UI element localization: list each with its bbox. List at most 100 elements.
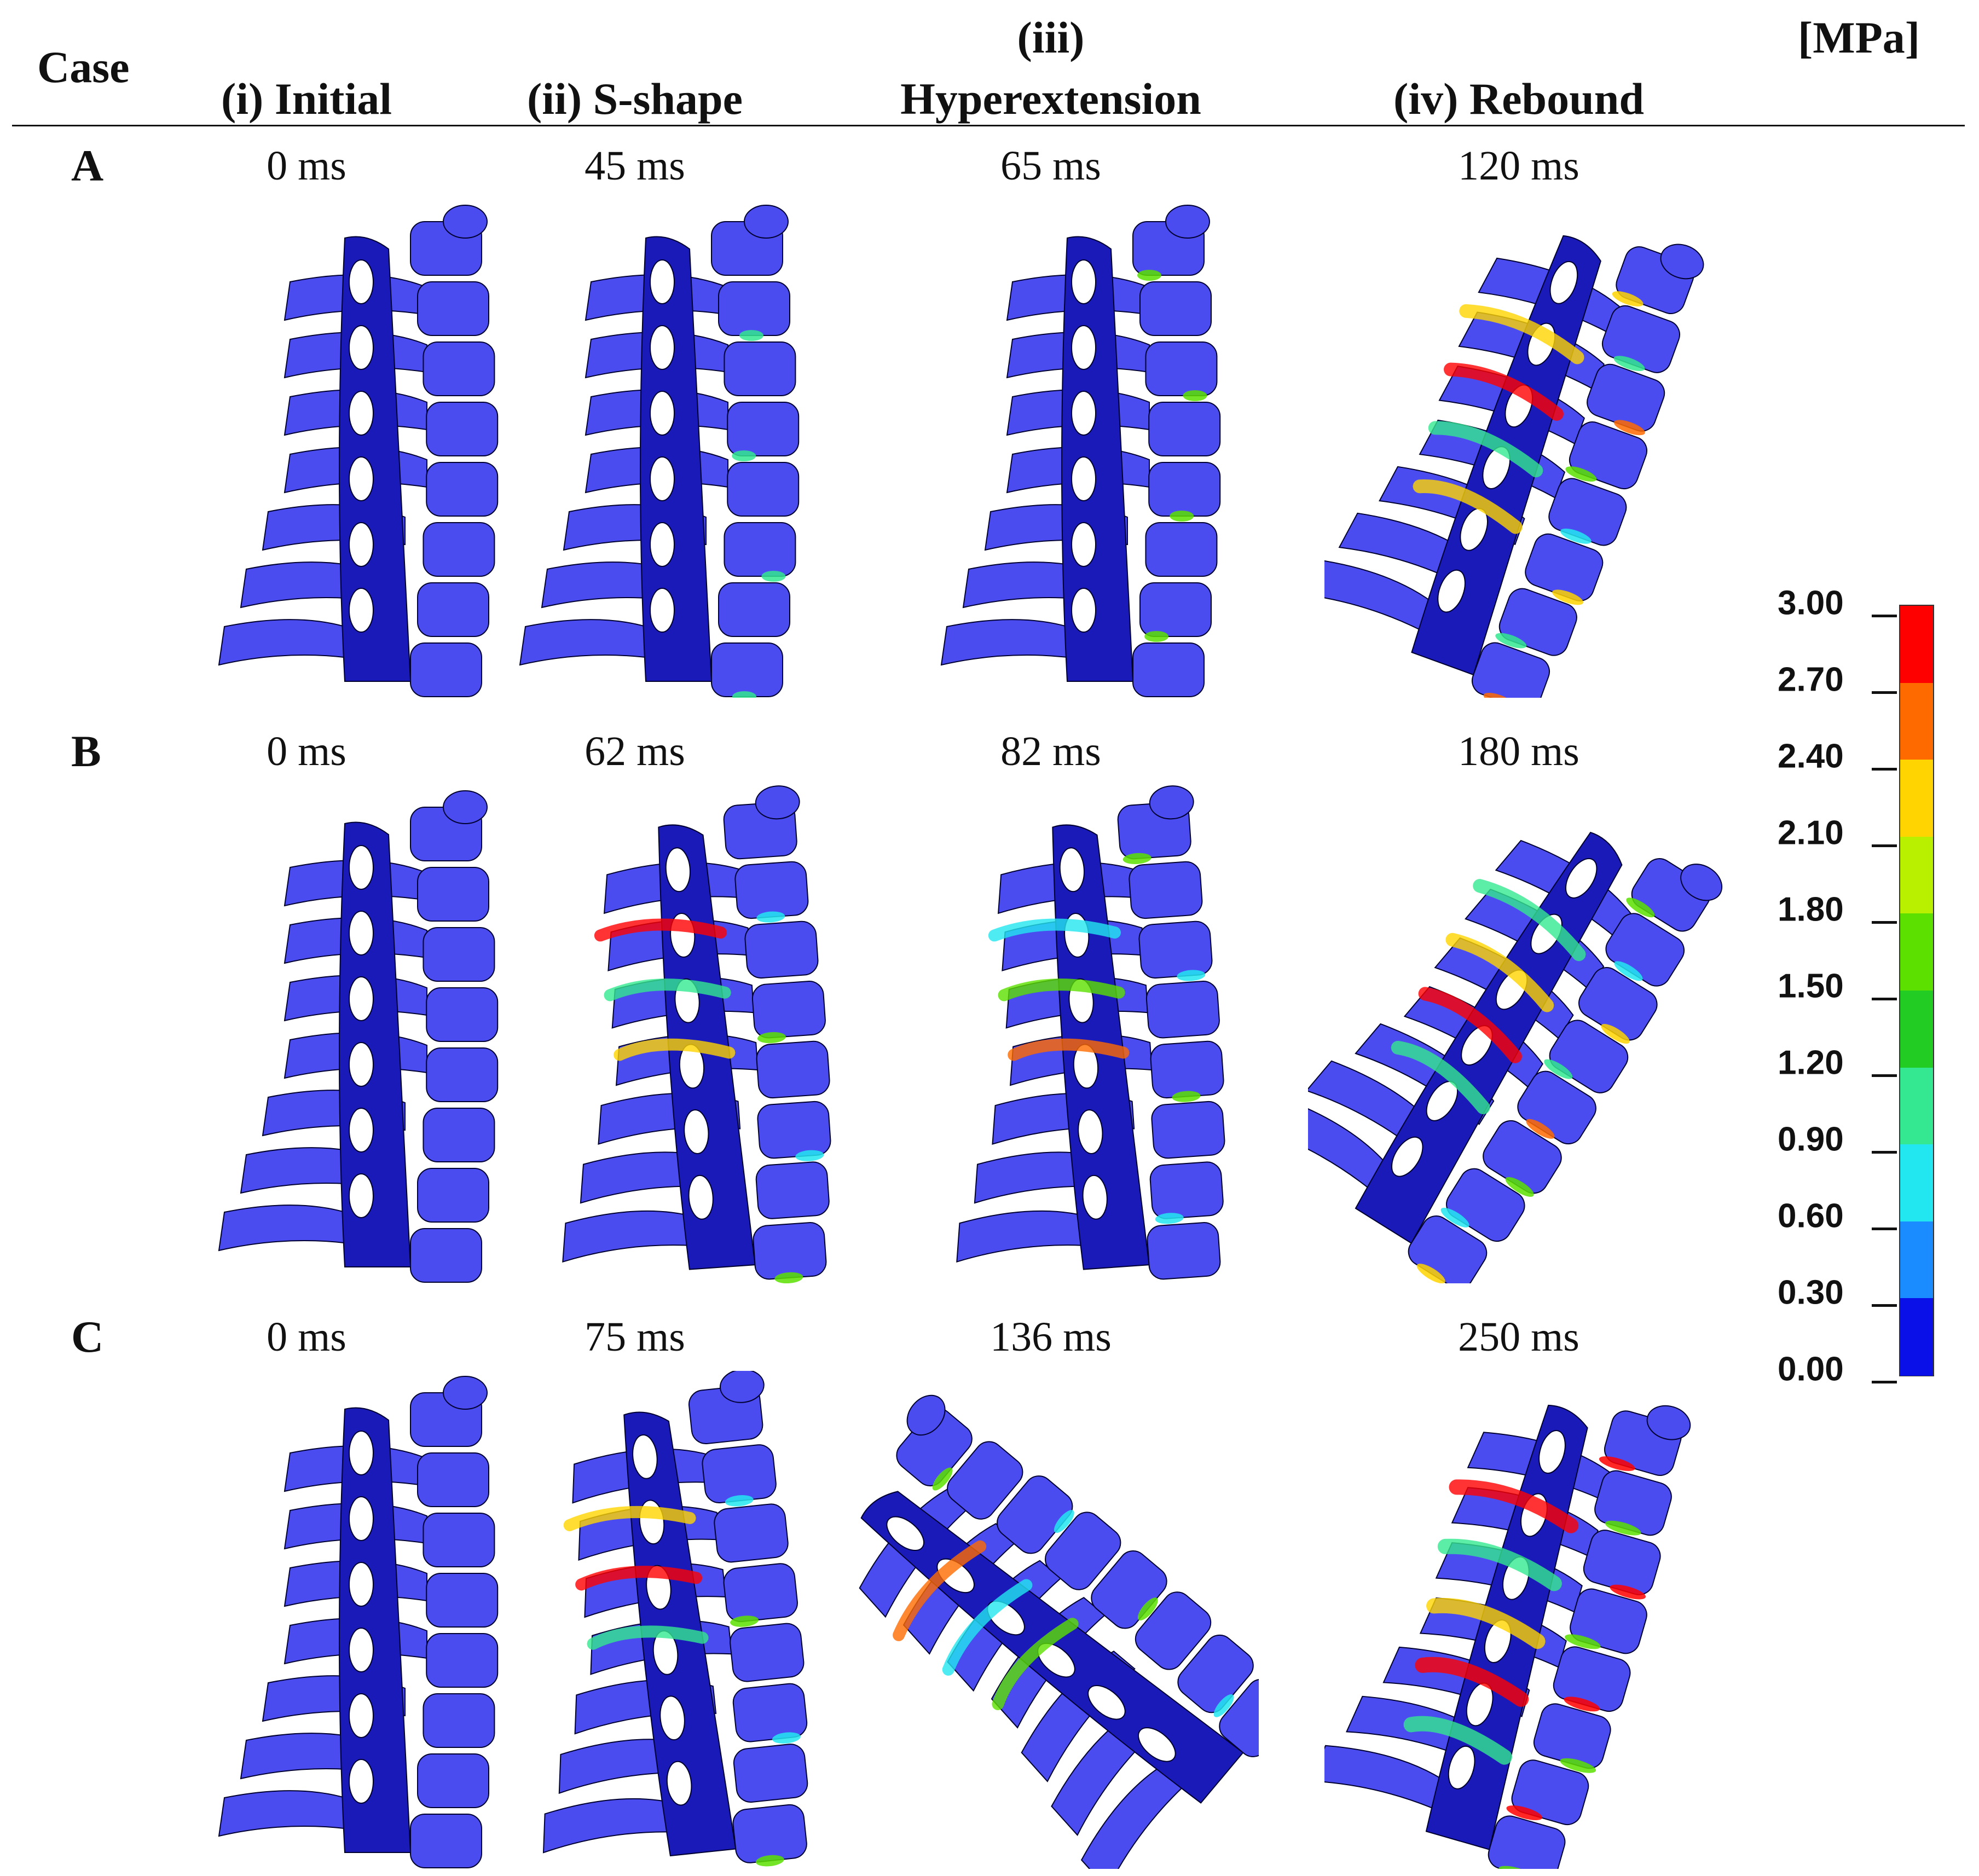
legend-color-segment (1900, 760, 1933, 837)
spinous-process (218, 619, 362, 666)
legend-tick-label: 2.70 (1778, 661, 1844, 699)
atlas-cap (744, 205, 789, 239)
vertebral-body (757, 1101, 831, 1159)
legend-tick-label: 0.60 (1778, 1197, 1844, 1235)
stress-spot (1565, 1634, 1601, 1649)
spine-panel-b-s-shape (509, 785, 925, 1283)
vertebral-body (724, 341, 796, 396)
vertebral-body (423, 927, 495, 982)
spine-drawing (542, 1371, 808, 1867)
vertebral-body (1135, 1591, 1212, 1670)
foramen (349, 588, 374, 633)
time-label: 136 ms (990, 1314, 1112, 1360)
foramen (1071, 325, 1096, 370)
legend-tick-label: 2.40 (1778, 737, 1844, 775)
stress-band (1449, 1479, 1579, 1533)
case-label-b: B (71, 726, 101, 776)
foramen (349, 1042, 374, 1087)
column-header-rebound: (iv) Rebound (1393, 74, 1644, 124)
spine-panel-a-hyperextension (903, 200, 1319, 698)
time-label: 250 ms (1458, 1314, 1579, 1360)
stress-band (1008, 1038, 1130, 1061)
vertebral-body (1149, 1161, 1224, 1219)
legend-tick-mark (1872, 1304, 1897, 1307)
spine-drawing (218, 205, 499, 697)
foramen (349, 1562, 374, 1607)
vertebral-body (1150, 1040, 1224, 1099)
spinous-process (519, 619, 663, 666)
vertebral-body (947, 1441, 1023, 1520)
stress-spot (1544, 1059, 1573, 1079)
time-label: 180 ms (1458, 728, 1579, 774)
stress-band (998, 978, 1125, 1001)
stress-spot (732, 691, 756, 698)
vertebral-body (723, 1563, 798, 1623)
spine-panel-b-hyperextension (903, 785, 1319, 1283)
foramen (349, 259, 374, 304)
stress-band (1445, 933, 1554, 1012)
vertebral-body (417, 867, 490, 922)
legend-tick-label: 0.90 (1778, 1120, 1844, 1159)
vertebral-body (1129, 861, 1203, 919)
vertebral-body (417, 1452, 490, 1507)
vertebral-body (417, 582, 490, 637)
stress-spot (730, 1616, 759, 1627)
foramen (1071, 522, 1096, 567)
vertebral-body (410, 1228, 482, 1283)
vertebral-body (426, 1573, 499, 1628)
stress-spot (1614, 961, 1643, 981)
spine-panel-b-initial (181, 785, 597, 1283)
spine-drawing (956, 785, 1225, 1280)
vertebral-body (718, 582, 791, 637)
vertebral-body (1148, 402, 1221, 456)
spine-panel-c-hyperextension (843, 1371, 1259, 1869)
stress-band (563, 1506, 696, 1531)
foramen (349, 391, 374, 436)
vertebral-body (1132, 642, 1205, 697)
stress-band (1413, 479, 1523, 534)
vertebral-body (426, 987, 499, 1042)
foramen (650, 259, 675, 304)
vertebral-body (1147, 1222, 1221, 1280)
foramen (650, 588, 675, 633)
spine-drawing (940, 205, 1221, 697)
atlas-cap (1680, 864, 1723, 901)
legend-tick-mark (1872, 615, 1897, 617)
foramen (1565, 858, 1598, 899)
foramen (349, 1759, 374, 1804)
atlas-cap (1660, 244, 1704, 280)
stress-band (1403, 1716, 1512, 1765)
foramen (1071, 259, 1096, 304)
spinous-process (218, 1205, 362, 1252)
foramen (1071, 391, 1096, 436)
foramen (632, 1434, 658, 1479)
stress-spot (757, 1032, 786, 1044)
spine-drawing (519, 205, 800, 698)
vertebral-body (744, 920, 819, 979)
stress-spot (1601, 1024, 1630, 1044)
vertebral-body (426, 1047, 499, 1102)
time-label: 82 ms (1000, 728, 1101, 774)
vertebral-body (423, 1513, 495, 1567)
time-label: 0 ms (267, 1314, 346, 1360)
stress-spot (755, 1855, 784, 1867)
legend-tick-label: 1.80 (1778, 890, 1844, 929)
column-header-initial: (i) Initial (221, 74, 392, 124)
legend-tick-mark (1872, 691, 1897, 694)
foramen (349, 1496, 374, 1541)
stress-spot (1565, 466, 1597, 482)
atlas-cap (1165, 205, 1210, 239)
stress-spot (725, 1495, 754, 1507)
legend-tick-label: 1.50 (1778, 967, 1844, 1005)
stress-spot (1177, 970, 1206, 981)
foramen (349, 1693, 374, 1738)
stress-spot (1526, 1119, 1555, 1139)
vertebral-body (732, 1804, 807, 1863)
legend-tick-label: 2.10 (1778, 814, 1844, 852)
legend-tick-mark (1872, 921, 1897, 924)
stress-spot (756, 911, 785, 923)
foramen (1071, 588, 1096, 633)
vertebral-body (1177, 1634, 1254, 1713)
legend-tick-mark (1872, 1074, 1897, 1077)
atlas-cap (443, 790, 488, 824)
